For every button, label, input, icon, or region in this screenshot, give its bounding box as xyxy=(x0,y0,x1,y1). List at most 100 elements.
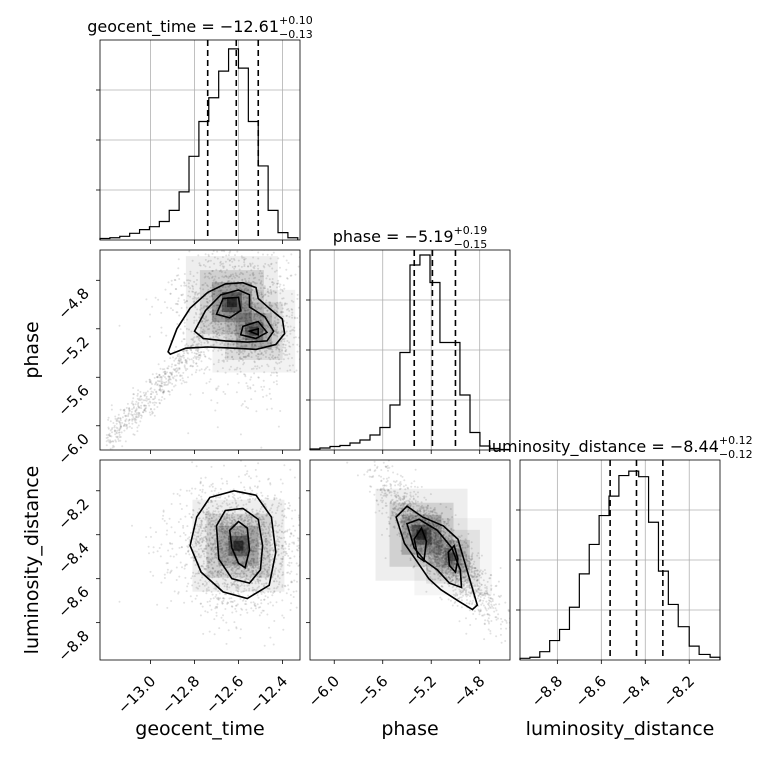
sample-point xyxy=(217,323,220,326)
sample-point xyxy=(192,339,195,342)
sample-point xyxy=(157,363,160,366)
sample-point xyxy=(195,336,198,339)
sample-point xyxy=(270,407,273,410)
sample-point xyxy=(115,419,118,422)
sample-point xyxy=(116,417,119,420)
sample-point xyxy=(268,626,270,629)
sample-point xyxy=(254,605,257,607)
sample-point xyxy=(273,368,276,371)
sample-point xyxy=(255,544,258,547)
sample-point xyxy=(186,525,189,528)
sample-point xyxy=(165,372,168,375)
sample-point xyxy=(272,282,275,285)
sample-point xyxy=(235,274,238,277)
sample-point xyxy=(227,325,230,328)
sample-point xyxy=(213,331,215,334)
sample-point xyxy=(123,423,126,426)
sample-point xyxy=(162,391,165,394)
sample-point xyxy=(169,542,172,545)
sample-point xyxy=(241,278,244,281)
sample-point xyxy=(246,354,249,357)
sample-point xyxy=(256,338,259,341)
sample-point xyxy=(184,300,187,303)
sample-point xyxy=(260,593,263,595)
sample-point xyxy=(282,297,285,300)
sample-point xyxy=(204,535,207,538)
sample-point xyxy=(192,337,195,340)
sample-point xyxy=(196,350,199,352)
sample-point xyxy=(292,328,294,331)
sample-point xyxy=(158,401,161,404)
sample-point xyxy=(264,595,267,598)
sample-point xyxy=(200,248,202,250)
sample-point xyxy=(314,531,316,533)
sample-point xyxy=(217,597,220,600)
sample-point xyxy=(232,292,235,295)
sample-point xyxy=(177,355,180,358)
sample-point xyxy=(261,609,264,612)
sample-point xyxy=(243,258,246,261)
sample-point xyxy=(190,338,193,341)
sample-point xyxy=(224,304,227,307)
sample-point xyxy=(235,502,237,505)
sample-point xyxy=(236,586,239,589)
sample-point xyxy=(180,382,183,385)
sample-point xyxy=(241,608,244,611)
sample-point xyxy=(241,551,243,554)
sample-point xyxy=(221,304,224,307)
sample-point xyxy=(196,293,199,296)
sample-point xyxy=(247,289,250,292)
sample-point xyxy=(346,552,348,554)
sample-point xyxy=(205,546,208,549)
sample-point xyxy=(249,263,252,266)
sample-point xyxy=(244,309,247,312)
sample-point xyxy=(269,348,272,351)
sample-point xyxy=(213,343,215,346)
sample-point xyxy=(232,562,235,565)
sample-point xyxy=(178,494,181,497)
sample-point xyxy=(279,288,282,291)
sample-point xyxy=(266,587,269,590)
sample-point xyxy=(271,504,273,507)
sample-point xyxy=(154,296,157,299)
sample-point xyxy=(246,296,249,299)
sample-point xyxy=(223,343,226,345)
sample-point xyxy=(213,278,216,281)
sample-point xyxy=(164,383,167,386)
sample-point xyxy=(269,285,272,288)
sample-point xyxy=(212,315,215,318)
sample-point xyxy=(262,329,265,332)
sample-point xyxy=(293,542,295,545)
sample-point xyxy=(271,281,274,284)
sample-point xyxy=(243,584,246,587)
sample-point xyxy=(234,560,237,563)
sample-point xyxy=(264,503,267,506)
sample-point xyxy=(264,569,267,571)
sample-point xyxy=(118,436,121,438)
sample-point xyxy=(219,504,222,507)
sample-point xyxy=(244,279,247,282)
sample-point xyxy=(131,400,134,403)
sample-point xyxy=(114,415,117,418)
sample-point xyxy=(217,320,220,323)
sample-point xyxy=(211,519,214,522)
sample-point xyxy=(155,372,158,375)
sample-point xyxy=(252,565,255,568)
sample-point xyxy=(288,564,291,567)
sample-point xyxy=(220,323,223,326)
sample-point xyxy=(235,368,238,371)
sample-point xyxy=(160,331,163,334)
sample-point xyxy=(128,418,131,421)
sample-point xyxy=(137,404,140,407)
sample-point xyxy=(229,275,232,277)
sample-point xyxy=(266,274,269,277)
sample-point xyxy=(280,324,283,327)
sample-point xyxy=(168,390,171,393)
sample-point xyxy=(223,517,226,519)
sample-point xyxy=(303,311,305,313)
sample-point xyxy=(227,285,230,288)
sample-point xyxy=(116,419,119,422)
sample-point xyxy=(266,253,269,256)
sample-point xyxy=(142,391,145,394)
sample-point xyxy=(182,526,185,529)
